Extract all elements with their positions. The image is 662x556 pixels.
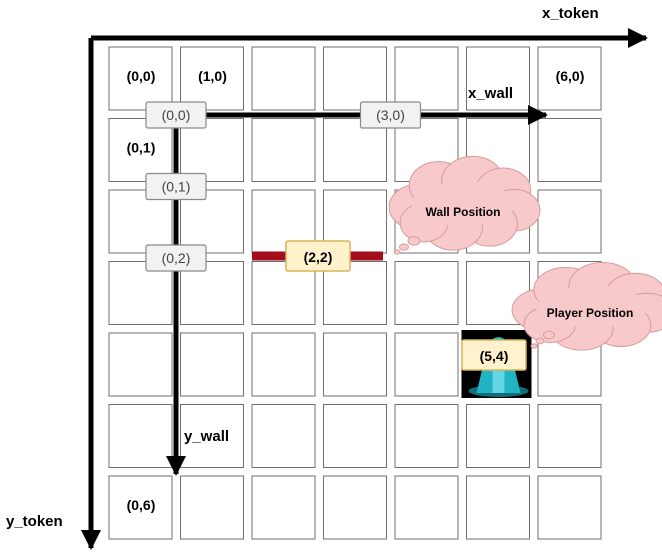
- grid-cell: [180, 332, 244, 397]
- grid-cell: [537, 118, 602, 182]
- grid-cell: [251, 332, 316, 397]
- grid-cell: [251, 475, 316, 540]
- grid-cell: [537, 189, 602, 254]
- grid-cell: [180, 46, 244, 111]
- wall-axis-tag-label: (0,2): [162, 250, 191, 266]
- wall-axis-tag: (0,0): [145, 101, 207, 129]
- player-position-callout: [511, 261, 662, 351]
- grid-cell: [108, 261, 173, 325]
- grid-cell: [108, 404, 173, 468]
- grid-cell: [251, 261, 316, 325]
- wall-position-text: Wall Position: [426, 205, 501, 219]
- wall-position-callout: [388, 155, 541, 255]
- grid-cell: [394, 332, 459, 397]
- grid-cell: [394, 475, 459, 540]
- wall-axis-tag-label: (0,0): [162, 107, 191, 123]
- player-coordinate-tag: (5,4): [461, 339, 527, 371]
- wall-coordinate-label: (2,2): [304, 249, 333, 265]
- cell-coordinate-label: (0,6): [127, 497, 156, 513]
- grid-cell: [394, 404, 459, 468]
- wall-axis-tag: (0,2): [145, 244, 207, 272]
- wall-axis-tag-label: (3,0): [376, 107, 405, 123]
- y-wall-label: y_wall: [184, 428, 229, 445]
- grid-cell: [466, 46, 530, 111]
- wall-axis-tag-label: (0,1): [162, 179, 191, 195]
- grid-cell: [180, 261, 244, 325]
- grid-cell: [323, 261, 387, 325]
- grid-cell: [251, 404, 316, 468]
- y-token-label: y_token: [6, 513, 63, 530]
- x-token-label: x_token: [542, 5, 599, 22]
- grid-cell: [466, 404, 530, 468]
- grid-cell: [466, 475, 530, 540]
- grid-cell: [108, 118, 173, 182]
- grid-cell: [323, 475, 387, 540]
- cell-coordinate-label: (6,0): [556, 68, 585, 84]
- cell-coordinate-label: (0,0): [127, 68, 156, 84]
- cell-coordinate-label: (1,0): [198, 68, 227, 84]
- grid-cell: [108, 46, 173, 111]
- player-coordinate-label: (5,4): [480, 348, 509, 364]
- grid-cell: [108, 475, 173, 540]
- grid-cell: [323, 404, 387, 468]
- grid-cell: [180, 118, 244, 182]
- grid-cell: [108, 189, 173, 254]
- wall-axis-tag: (3,0): [359, 101, 422, 129]
- grid-cell: [537, 46, 602, 111]
- x-wall-label: x_wall: [468, 85, 513, 102]
- cell-labels: (0,0) (1,0) (6,0) (0,1) (0,6): [127, 68, 585, 513]
- grid-cell: [323, 332, 387, 397]
- grid-cell: [251, 46, 316, 111]
- wall-coordinate-tag: (2,2): [285, 240, 351, 272]
- grid-cell: [537, 404, 602, 468]
- grid-cell: [180, 404, 244, 468]
- grid-cell: [180, 189, 244, 254]
- wall-axis-tag: (0,1): [145, 172, 207, 201]
- grid-cell: [180, 475, 244, 540]
- cell-coordinate-label: (0,1): [127, 140, 156, 156]
- wall-axis-tags: (0,0) (3,0) (0,1) (0,2): [145, 101, 422, 272]
- grid-cell: [108, 332, 173, 397]
- grid-cell: [323, 118, 387, 182]
- grid-cell: [251, 118, 316, 182]
- grid-cell: [323, 46, 387, 111]
- grid-cell: [394, 46, 459, 111]
- grid-cell: [537, 475, 602, 540]
- player-position-text: Player Position: [547, 306, 634, 320]
- grid-cell: [394, 261, 459, 325]
- grid-cell: [251, 189, 316, 254]
